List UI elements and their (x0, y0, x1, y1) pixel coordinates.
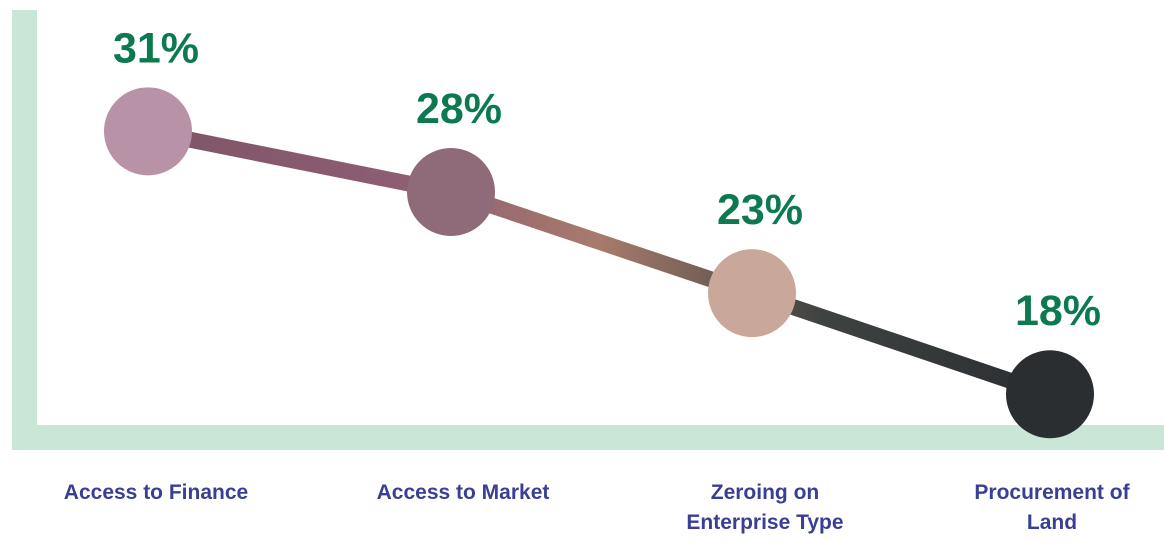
y-axis (12, 10, 37, 450)
series-line (140, 123, 1058, 403)
x-axis (12, 425, 1164, 450)
series-layer: 31% 28% 23% 18% (104, 24, 1101, 439)
data-point-marker (1006, 350, 1094, 439)
category-label: Procurement of Land (974, 481, 1130, 534)
data-point-marker (104, 87, 192, 176)
data-point-marker (407, 148, 495, 236)
category-label: Access to Finance (63, 481, 249, 504)
category-label: Zeroing on Enterprise Type (686, 481, 844, 534)
data-label: 28% (416, 85, 502, 133)
data-point-marker (708, 249, 796, 338)
data-label: 18% (1015, 287, 1101, 335)
data-label: 23% (717, 186, 803, 234)
data-label: 31% (113, 24, 199, 72)
category-label: Access to Market (376, 481, 550, 504)
